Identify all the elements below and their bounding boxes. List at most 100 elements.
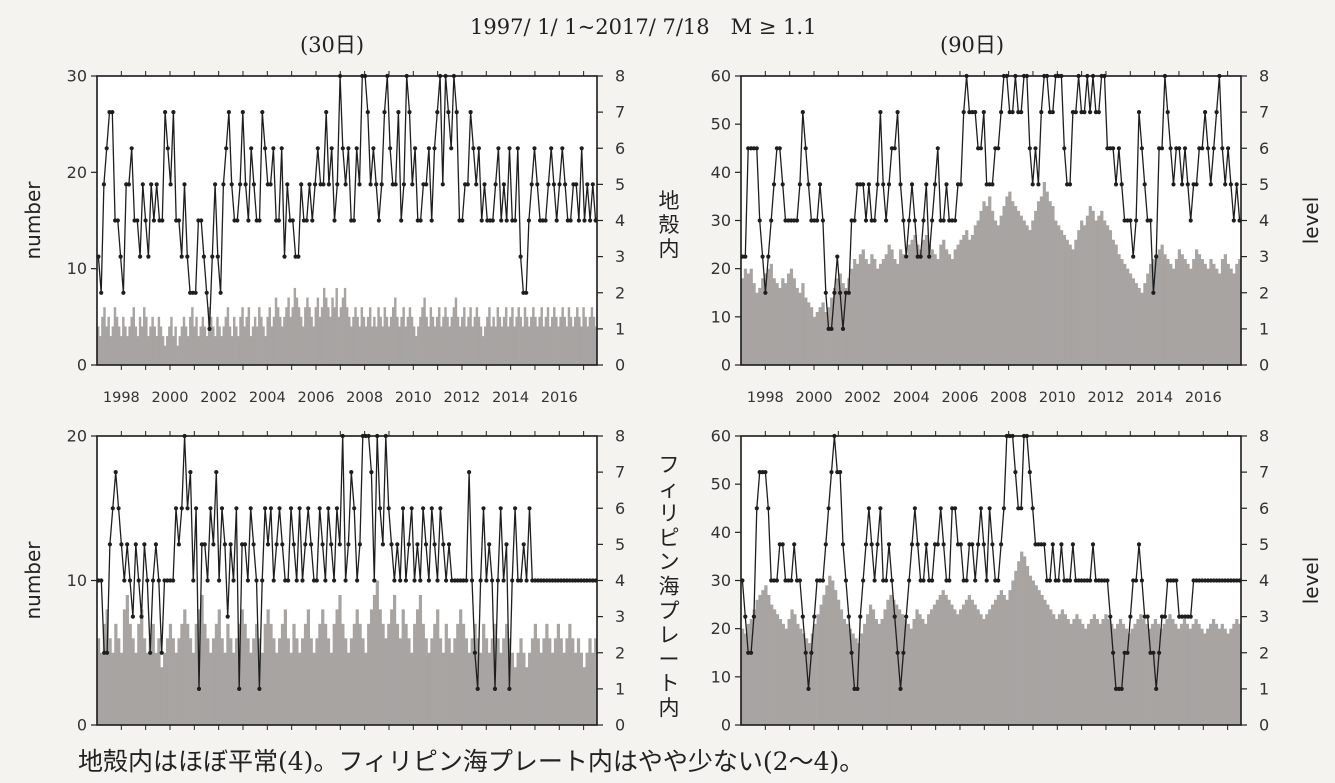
count-bar	[1068, 244, 1072, 365]
level-point	[99, 290, 104, 295]
level-point	[490, 218, 495, 223]
level-point	[1165, 110, 1170, 115]
count-bar	[999, 215, 1003, 365]
count-bar	[427, 326, 430, 365]
level-point	[1119, 686, 1124, 692]
y-tick-label: 10	[711, 307, 731, 326]
y2-axis-title: level	[1299, 197, 1323, 245]
level-point	[240, 110, 245, 115]
count-bar	[347, 652, 351, 725]
count-bar	[582, 667, 586, 725]
level-point	[806, 686, 811, 692]
count-bar	[99, 336, 102, 365]
level-point	[1139, 578, 1144, 583]
count-bar	[1080, 220, 1084, 365]
level-point	[386, 506, 391, 511]
level-point	[1016, 506, 1021, 511]
level-point	[999, 542, 1004, 547]
count-bar	[364, 652, 368, 725]
level-point	[771, 182, 777, 187]
count-bar	[813, 623, 817, 725]
level-point	[182, 182, 187, 187]
count-bar	[1120, 259, 1124, 365]
level-point	[978, 146, 984, 151]
level-point	[226, 110, 231, 115]
side-label-char: 内	[659, 237, 680, 261]
level-point	[335, 182, 340, 187]
count-bar	[752, 283, 756, 365]
level-point	[1205, 146, 1211, 151]
count-bar	[916, 244, 920, 365]
level-point	[115, 218, 120, 223]
level-point	[953, 506, 958, 511]
level-point	[809, 218, 814, 223]
count-bar	[919, 249, 923, 365]
y2-tick-label: 5	[615, 535, 625, 554]
count-bar	[1101, 619, 1105, 725]
level-point	[1134, 578, 1139, 583]
count-bar	[1217, 628, 1221, 725]
count-bar	[1130, 628, 1134, 725]
count-bar	[166, 336, 169, 365]
count-bar	[479, 652, 483, 725]
count-bar	[545, 623, 549, 725]
y-tick-label: 10	[67, 259, 87, 278]
count-bar	[193, 326, 196, 365]
count-bar	[903, 619, 908, 725]
level-point	[260, 110, 265, 115]
side-label-char: 海	[659, 575, 680, 599]
y2-tick-label: 3	[615, 247, 625, 266]
count-bar	[389, 316, 393, 365]
level-point	[242, 542, 248, 547]
level-point	[984, 182, 989, 187]
count-bar	[147, 336, 150, 365]
count-bar	[174, 652, 178, 725]
count-bar	[140, 326, 144, 365]
count-bar	[1005, 599, 1009, 725]
count-bar	[279, 316, 282, 365]
y-tick-label: 30	[711, 571, 731, 590]
count-bar	[770, 604, 774, 725]
level-point	[973, 578, 978, 583]
level-point	[507, 146, 512, 151]
level-point	[1180, 614, 1185, 619]
level-point	[355, 578, 360, 583]
level-point	[1223, 182, 1228, 187]
count-bar	[410, 652, 414, 725]
level-point	[1070, 110, 1075, 115]
count-bar	[488, 307, 491, 365]
level-point	[1082, 110, 1087, 115]
x-tick-label: 2002	[844, 390, 881, 406]
count-bar	[985, 206, 989, 365]
count-bar	[337, 316, 341, 365]
y2-tick-label: 8	[615, 67, 625, 86]
count-bar	[924, 623, 928, 725]
level-point	[786, 218, 791, 223]
level-point	[343, 578, 348, 583]
count-bar	[877, 623, 881, 725]
level-point	[282, 254, 287, 259]
count-bar	[482, 623, 486, 725]
level-point	[1105, 578, 1110, 583]
count-bar	[433, 623, 437, 725]
count-bar	[825, 585, 829, 725]
level-point	[884, 578, 889, 583]
count-bar	[1060, 609, 1065, 725]
level-point	[1208, 578, 1213, 583]
level-point	[1231, 578, 1236, 583]
count-bar	[335, 609, 339, 725]
count-bar	[521, 326, 525, 365]
count-bar	[249, 652, 253, 725]
count-bar	[329, 652, 333, 725]
level-point	[1088, 578, 1093, 583]
count-bar	[1189, 268, 1193, 365]
count-bar	[168, 326, 171, 365]
level-point	[990, 182, 995, 187]
count-bar	[913, 234, 917, 365]
count-bar	[897, 609, 902, 725]
level-point	[1119, 182, 1124, 187]
count-bar	[778, 287, 782, 365]
level-point	[1177, 614, 1182, 619]
level-point	[564, 578, 569, 583]
level-point	[309, 542, 314, 547]
